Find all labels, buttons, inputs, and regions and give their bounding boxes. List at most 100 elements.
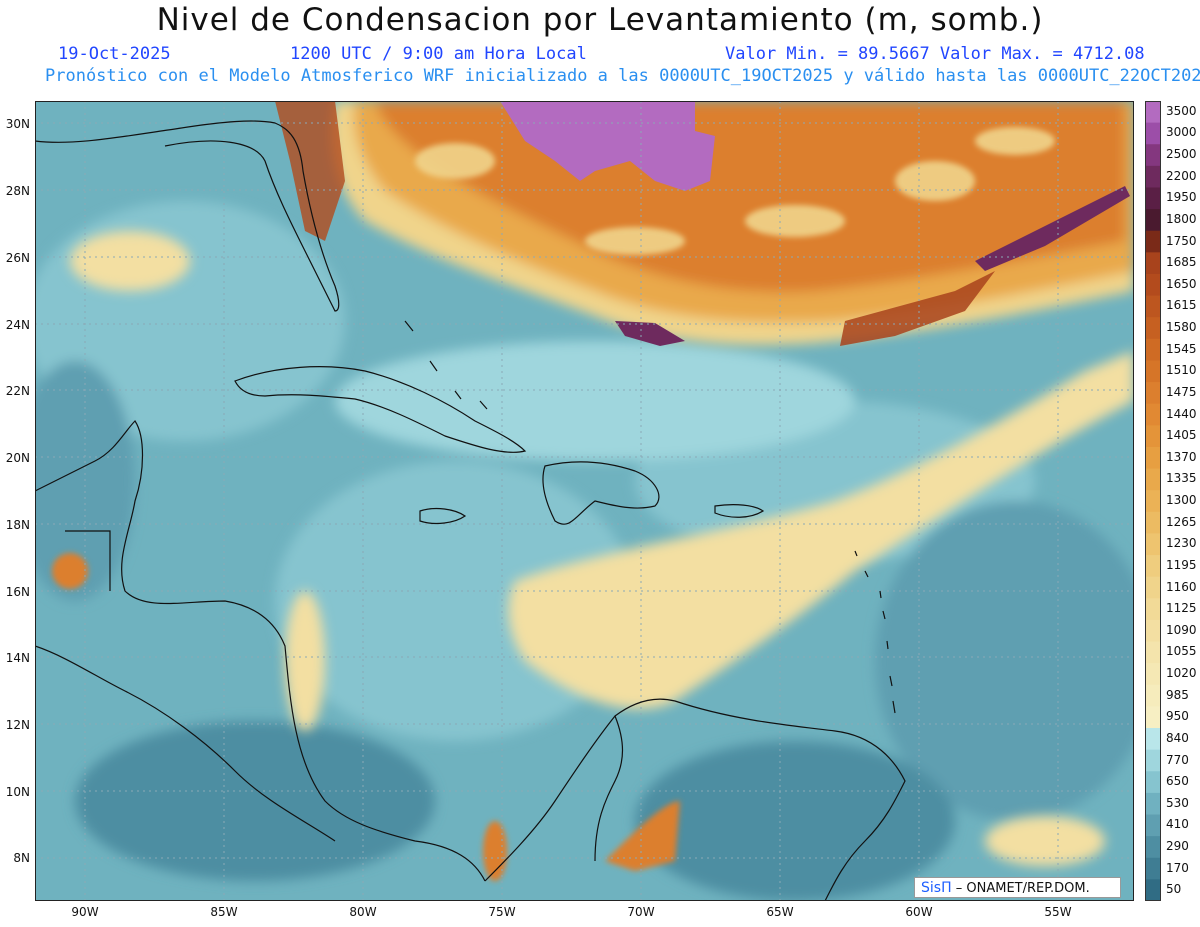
colorbar-swatch bbox=[1145, 684, 1161, 707]
colorbar-swatch bbox=[1145, 490, 1161, 513]
colorbar-swatch bbox=[1145, 792, 1161, 816]
lat-label: 28N bbox=[5, 184, 30, 198]
colorbar-swatch bbox=[1145, 252, 1161, 275]
colorbar-label: 1160 bbox=[1166, 579, 1197, 594]
colorbar-label: 1195 bbox=[1166, 557, 1197, 572]
colorbar-swatch bbox=[1145, 468, 1161, 491]
colorbar-swatch bbox=[1145, 576, 1161, 599]
colorbar-swatch bbox=[1145, 706, 1161, 729]
lon-label: 75W bbox=[488, 905, 516, 919]
colorbar-label: 1950 bbox=[1166, 190, 1197, 205]
colorbar-swatch bbox=[1145, 555, 1161, 578]
credit-box: SisΠ – ONAMET/REP.DOM. bbox=[914, 877, 1121, 898]
colorbar-label: 3500 bbox=[1166, 103, 1197, 118]
colorbar-label: 1020 bbox=[1166, 666, 1197, 680]
colorbar-swatch bbox=[1145, 814, 1161, 837]
lat-label: 22N bbox=[5, 384, 30, 398]
colorbar-swatch bbox=[1145, 836, 1161, 859]
lat-label: 18N bbox=[5, 518, 30, 532]
colorbar-label: 1230 bbox=[1166, 536, 1197, 551]
colorbar-label: 840 bbox=[1166, 730, 1189, 745]
colorbar-label: 1580 bbox=[1166, 320, 1197, 334]
lon-label: 85W bbox=[210, 905, 238, 919]
colorbar-label: 950 bbox=[1166, 709, 1189, 724]
colorbar-label: 290 bbox=[1166, 838, 1189, 853]
colorbar-swatch bbox=[1145, 122, 1161, 145]
colorbar-label: 770 bbox=[1166, 752, 1189, 767]
colorbar-swatch bbox=[1145, 187, 1161, 210]
valid-date: 19-Oct-2025 bbox=[58, 44, 171, 64]
valid-time: 1200 UTC / 9:00 am Hora Local bbox=[290, 44, 587, 64]
colorbar-swatch bbox=[1145, 446, 1161, 470]
lon-label: 80W bbox=[349, 905, 377, 919]
lon-label: 90W bbox=[71, 905, 99, 919]
colorbar-swatch bbox=[1145, 403, 1161, 426]
colorbar-label: 3000 bbox=[1166, 125, 1197, 140]
lcl-map bbox=[35, 101, 1134, 901]
colorbar-swatch bbox=[1145, 165, 1161, 188]
colorbar-label: 410 bbox=[1166, 817, 1189, 832]
colorbar-swatch bbox=[1145, 728, 1161, 751]
colorbar-swatch bbox=[1145, 295, 1161, 318]
colorbar-label: 1300 bbox=[1166, 493, 1197, 507]
colorbar-swatch bbox=[1145, 101, 1161, 124]
colorbar-label: 1800 bbox=[1166, 211, 1197, 226]
lat-label: 14N bbox=[5, 651, 30, 665]
colorbar-label: 1440 bbox=[1166, 406, 1197, 421]
colorbar-label: 1335 bbox=[1166, 471, 1197, 486]
lat-label: 26N bbox=[5, 251, 30, 265]
colorbar-label: 1370 bbox=[1166, 449, 1197, 464]
colorbar-label: 650 bbox=[1166, 774, 1189, 789]
colorbar-label: 1125 bbox=[1166, 601, 1197, 616]
colorbar-label: 50 bbox=[1166, 882, 1182, 897]
credit-text: – ONAMET/REP.DOM. bbox=[955, 881, 1090, 896]
sispi-logo: SisΠ bbox=[921, 880, 952, 896]
lon-label: 55W bbox=[1044, 905, 1072, 919]
lat-label: 12N bbox=[5, 718, 30, 732]
lat-label: 20N bbox=[5, 451, 30, 465]
colorbar-label: 2200 bbox=[1166, 168, 1197, 183]
colorbar-swatch bbox=[1145, 598, 1161, 621]
colorbar-swatch bbox=[1145, 533, 1161, 556]
colorbar-swatch bbox=[1145, 382, 1161, 405]
colorbar-swatch bbox=[1145, 230, 1161, 253]
colorbar-swatch bbox=[1145, 619, 1161, 643]
colorbar-label: 1090 bbox=[1166, 622, 1197, 637]
colorbar-label: 1475 bbox=[1166, 384, 1197, 399]
value-range: Valor Min. = 89.5667 Valor Max. = 4712.0… bbox=[725, 44, 1145, 64]
colorbar-swatch bbox=[1145, 879, 1161, 901]
colorbar-swatch bbox=[1145, 425, 1161, 448]
lat-label: 16N bbox=[5, 585, 30, 599]
colorbar-label: 170 bbox=[1166, 860, 1189, 875]
colorbar-label: 1685 bbox=[1166, 255, 1197, 270]
colorbar-swatch bbox=[1145, 144, 1161, 167]
colorbar-swatch bbox=[1145, 209, 1161, 232]
forecast-note: Pronóstico con el Modelo Atmosferico WRF… bbox=[45, 66, 1200, 86]
colorbar-label: 1615 bbox=[1166, 298, 1197, 313]
colorbar-swatch bbox=[1145, 749, 1161, 772]
colorbar-label: 1510 bbox=[1166, 363, 1197, 378]
colorbar-label: 1055 bbox=[1166, 644, 1197, 659]
lon-label: 65W bbox=[766, 905, 794, 919]
colorbar-label: 985 bbox=[1166, 687, 1189, 702]
colorbar-swatch bbox=[1145, 857, 1161, 880]
colorbar bbox=[1145, 101, 1161, 901]
colorbar-label: 530 bbox=[1166, 795, 1189, 810]
colorbar-label: 1265 bbox=[1166, 514, 1197, 529]
colorbar-swatch bbox=[1145, 273, 1161, 297]
lat-label: 8N bbox=[13, 851, 30, 865]
colorbar-label: 1405 bbox=[1166, 428, 1197, 443]
colorbar-label: 1545 bbox=[1166, 341, 1197, 356]
colorbar-swatch bbox=[1145, 641, 1161, 664]
colorbar-swatch bbox=[1145, 771, 1161, 794]
colorbar-swatch bbox=[1145, 663, 1161, 686]
colorbar-label: 1650 bbox=[1166, 276, 1197, 291]
lat-label: 30N bbox=[5, 117, 30, 131]
colorbar-label: 1750 bbox=[1166, 233, 1197, 248]
colorbar-swatch bbox=[1145, 360, 1161, 383]
lon-label: 70W bbox=[627, 905, 655, 919]
lat-label: 24N bbox=[5, 318, 30, 332]
colorbar-swatch bbox=[1145, 511, 1161, 534]
colorbar-swatch bbox=[1145, 317, 1161, 340]
colorbar-swatch bbox=[1145, 338, 1161, 361]
